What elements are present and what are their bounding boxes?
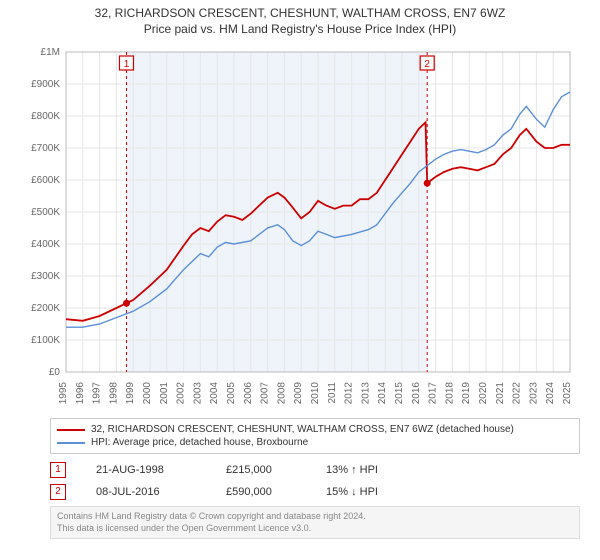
svg-text:2021: 2021: [495, 382, 506, 405]
legend-item-hpi: HPI: Average price, detached house, Brox…: [57, 436, 573, 449]
svg-text:1996: 1996: [75, 382, 86, 405]
footer-box: Contains HM Land Registry data © Crown c…: [50, 506, 580, 539]
svg-text:£300K: £300K: [31, 271, 60, 282]
svg-text:2: 2: [424, 59, 430, 70]
chart-title: 32, RICHARDSON CRESCENT, CHESHUNT, WALTH…: [0, 0, 600, 20]
chart-subtitle: Price paid vs. HM Land Registry's House …: [0, 22, 600, 36]
svg-text:2024: 2024: [545, 382, 556, 405]
legend-box: 32, RICHARDSON CRESCENT, CHESHUNT, WALTH…: [50, 418, 580, 454]
svg-text:2006: 2006: [243, 382, 254, 405]
svg-text:£900K: £900K: [31, 79, 60, 90]
sale-date-1: 21-AUG-1998: [96, 464, 196, 476]
svg-text:£700K: £700K: [31, 143, 60, 154]
svg-text:£500K: £500K: [31, 207, 60, 218]
legend-label-property: 32, RICHARDSON CRESCENT, CHESHUNT, WALTH…: [91, 424, 514, 435]
sale-row: 2 08-JUL-2016 £590,000 15% ↓ HPI: [50, 484, 580, 500]
chart-area: £0 £100K £200K £300K £400K £500K £600K £700K £80…: [20, 42, 580, 412]
svg-text:2003: 2003: [192, 382, 203, 405]
svg-text:1999: 1999: [125, 382, 136, 405]
svg-text:2025: 2025: [562, 382, 573, 405]
sale-hpi-1: 13% ↑ HPI: [326, 464, 406, 476]
svg-text:£100K: £100K: [31, 335, 60, 346]
svg-text:1998: 1998: [108, 382, 119, 405]
svg-text:2023: 2023: [528, 382, 539, 405]
svg-text:2000: 2000: [142, 382, 153, 405]
svg-text:2015: 2015: [394, 382, 405, 405]
svg-text:2012: 2012: [344, 382, 355, 405]
svg-text:2016: 2016: [411, 382, 422, 405]
svg-text:1: 1: [124, 59, 130, 70]
legend-swatch-hpi: [57, 442, 85, 444]
svg-text:2001: 2001: [159, 382, 170, 405]
sale-date-2: 08-JUL-2016: [96, 486, 196, 498]
svg-text:2014: 2014: [377, 382, 388, 405]
svg-text:2011: 2011: [327, 382, 338, 404]
svg-text:2005: 2005: [226, 382, 237, 405]
chart-svg: £0 £100K £200K £300K £400K £500K £600K £700K £80…: [20, 42, 580, 412]
svg-text:2007: 2007: [260, 382, 271, 405]
svg-text:£0: £0: [49, 367, 61, 378]
svg-text:2020: 2020: [478, 382, 489, 405]
sale-row: 1 21-AUG-1998 £215,000 13% ↑ HPI: [50, 462, 580, 478]
svg-text:2022: 2022: [512, 382, 523, 405]
svg-text:£200K: £200K: [31, 303, 60, 314]
svg-text:2002: 2002: [176, 382, 187, 405]
svg-text:2004: 2004: [209, 382, 220, 405]
footer-line-1: Contains HM Land Registry data © Crown c…: [57, 511, 573, 523]
footer-line-2: This data is licensed under the Open Gov…: [57, 523, 573, 535]
svg-text:£1M: £1M: [41, 47, 60, 58]
svg-text:2008: 2008: [276, 382, 287, 405]
svg-text:2017: 2017: [428, 382, 439, 405]
sale-price-1: £215,000: [226, 464, 296, 476]
sale-price-2: £590,000: [226, 486, 296, 498]
legend-label-hpi: HPI: Average price, detached house, Brox…: [91, 437, 308, 448]
legend-swatch-property: [57, 429, 85, 431]
svg-text:£800K: £800K: [31, 111, 60, 122]
sale-marker-2: 2: [50, 484, 66, 500]
svg-text:2010: 2010: [310, 382, 321, 405]
sale-rows: 1 21-AUG-1998 £215,000 13% ↑ HPI 2 08-JU…: [50, 462, 580, 500]
svg-text:1995: 1995: [58, 382, 69, 405]
svg-text:1997: 1997: [92, 382, 103, 405]
sale-hpi-2: 15% ↓ HPI: [326, 486, 406, 498]
svg-text:2013: 2013: [360, 382, 371, 405]
svg-text:£600K: £600K: [31, 175, 60, 186]
svg-text:2009: 2009: [293, 382, 304, 405]
legend-item-property: 32, RICHARDSON CRESCENT, CHESHUNT, WALTH…: [57, 423, 573, 436]
svg-text:2018: 2018: [444, 382, 455, 405]
sale-marker-1: 1: [50, 462, 66, 478]
svg-text:2019: 2019: [461, 382, 472, 405]
svg-text:£400K: £400K: [31, 239, 60, 250]
